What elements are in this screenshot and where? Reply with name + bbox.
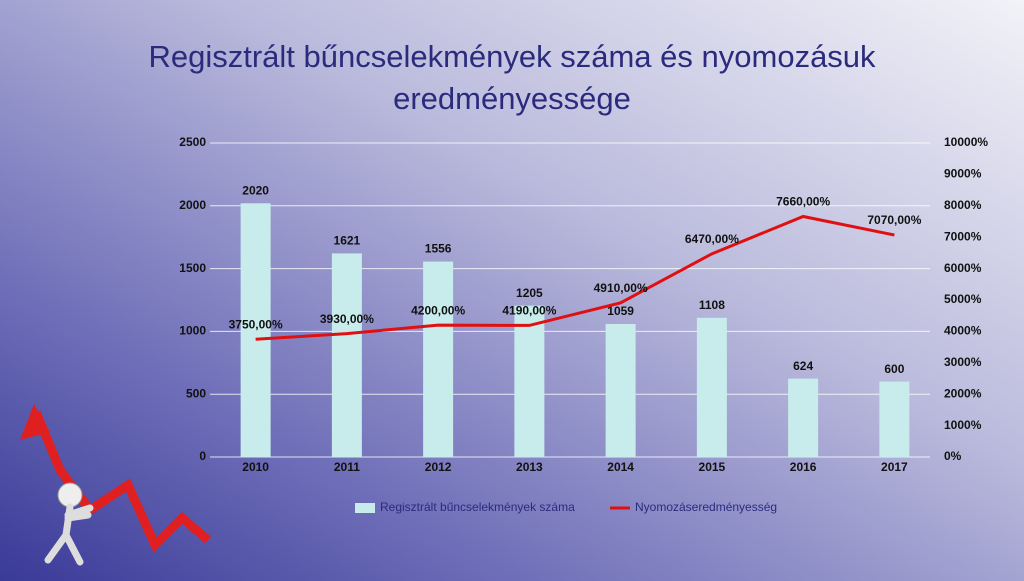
bar-value-label: 600: [884, 362, 904, 376]
x-tick-label: 2015: [699, 460, 726, 474]
bar: [240, 203, 271, 457]
chart-title: Regisztrált bűncselekmények száma és nyo…: [148, 39, 876, 116]
y2-tick-label: 6000%: [944, 261, 982, 275]
bar: [605, 323, 636, 457]
y-tick-label: 1000: [179, 324, 206, 338]
x-tick-label: 2012: [425, 460, 452, 474]
x-tick-label: 2013: [516, 460, 543, 474]
x-tick-label: 2010: [242, 460, 269, 474]
y2-tick-label: 5000%: [944, 292, 982, 306]
x-tick-label: 2011: [334, 460, 360, 474]
bar: [879, 381, 910, 457]
y2-tick-label: 3000%: [944, 355, 982, 369]
x-tick-label: 2017: [881, 460, 908, 474]
bar-value-label: 1108: [699, 298, 725, 312]
y2-tick-label: 10000%: [944, 135, 988, 149]
bar-value-label: 1205: [516, 286, 543, 300]
legend-label: Regisztrált bűncselekmények száma: [380, 500, 575, 514]
bar: [423, 261, 454, 457]
bar: [331, 253, 362, 457]
line-value-label: 3930,00%: [320, 312, 374, 326]
line-value-label: 7660,00%: [776, 195, 830, 209]
bar: [696, 317, 727, 457]
line-value-label: 4190,00%: [502, 304, 556, 318]
bar: [788, 378, 819, 457]
x-tick-label: 2016: [790, 460, 817, 474]
line-value-label: 3750,00%: [229, 317, 283, 331]
y-tick-label: 0: [199, 449, 206, 463]
decoration: [20, 404, 211, 566]
bar: [514, 305, 545, 457]
y2-tick-label: 8000%: [944, 198, 982, 212]
y2-tick-label: 0%: [944, 449, 962, 463]
line-value-label: 6470,00%: [685, 232, 739, 246]
line-value-label: 7070,00%: [867, 213, 921, 227]
y-tick-label: 2000: [179, 198, 206, 212]
y-tick-label: 500: [186, 386, 206, 400]
y2-tick-label: 1000%: [944, 418, 982, 432]
bar-value-label: 1556: [425, 242, 452, 256]
y-tick-label: 2500: [179, 135, 206, 149]
legend-swatch: [355, 503, 375, 513]
x-tick-label: 2014: [607, 460, 634, 474]
bar-value-label: 2020: [242, 183, 269, 197]
legend-label: Nyomozáseredményesség: [635, 500, 777, 514]
y2-tick-label: 7000%: [944, 229, 982, 243]
y2-tick-label: 9000%: [944, 167, 982, 181]
line-value-label: 4910,00%: [594, 281, 648, 295]
y-tick-label: 1500: [179, 261, 206, 275]
line: [255, 214, 895, 341]
y2-tick-label: 2000%: [944, 386, 982, 400]
line-value-label: 4200,00%: [411, 303, 465, 317]
bar-value-label: 1621: [334, 234, 361, 248]
bar-value-label: 1059: [607, 304, 634, 318]
y2-tick-label: 4000%: [944, 324, 982, 338]
bar-value-label: 624: [793, 359, 813, 373]
